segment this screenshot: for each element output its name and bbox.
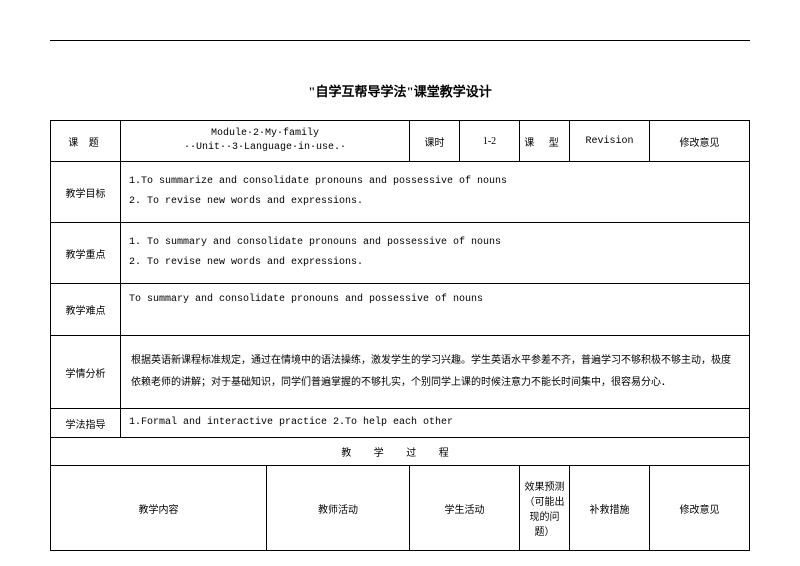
difficulty-content: To summary and consolidate pronouns and …: [121, 284, 750, 336]
keypoints-content: 1. To summary and consolidate pronouns a…: [121, 223, 750, 284]
col-teacher: 教师活动: [266, 466, 409, 551]
label-difficulty: 教学难点: [51, 284, 121, 336]
goals-line1: 1.To summarize and consolidate pronouns …: [129, 176, 507, 187]
row-goals: 教学目标 1.To summarize and consolidate pron…: [51, 162, 750, 223]
type-value: Revision: [570, 121, 650, 162]
course-title-cell: Module·2·My·family ··Unit··3·Language·in…: [121, 121, 410, 162]
row-columns: 教学内容 教师活动 学生活动 效果预测（可能出现的问题） 补救措施 修改意见: [51, 466, 750, 551]
label-keypoints: 教学重点: [51, 223, 121, 284]
label-revision: 修改意见: [650, 121, 750, 162]
page-title: "自学互帮导学法"课堂教学设计: [50, 81, 750, 100]
col-student: 学生活动: [410, 466, 520, 551]
header-divider: [50, 40, 750, 41]
goals-line2: 2. To revise new words and expressions.: [129, 196, 363, 207]
keypoints-line2: 2. To revise new words and expressions.: [129, 257, 363, 268]
keypoints-line1: 1. To summary and consolidate pronouns a…: [129, 237, 501, 248]
col-remedy: 补救措施: [570, 466, 650, 551]
label-method: 学法指导: [51, 409, 121, 438]
label-period: 课时: [410, 121, 460, 162]
label-goals: 教学目标: [51, 162, 121, 223]
row-keypoints: 教学重点 1. To summary and consolidate prono…: [51, 223, 750, 284]
goals-content: 1.To summarize and consolidate pronouns …: [121, 162, 750, 223]
row-analysis: 学情分析 根据英语新课程标准规定，通过在情境中的语法操练，激发学生的学习兴趣。学…: [51, 336, 750, 409]
label-analysis: 学情分析: [51, 336, 121, 409]
analysis-content: 根据英语新课程标准规定，通过在情境中的语法操练，激发学生的学习兴趣。学生英语水平…: [121, 336, 750, 409]
col-effect: 效果预测（可能出现的问题）: [520, 466, 570, 551]
method-content: 1.Formal and interactive practice 2.To h…: [121, 409, 750, 438]
row-topic: 课 题 Module·2·My·family ··Unit··3·Languag…: [51, 121, 750, 162]
course-line2: ··Unit··3·Language·in·use.·: [184, 142, 346, 153]
row-difficulty: 教学难点 To summary and consolidate pronouns…: [51, 284, 750, 336]
row-method: 学法指导 1.Formal and interactive practice 2…: [51, 409, 750, 438]
lesson-plan-table: 课 题 Module·2·My·family ··Unit··3·Languag…: [50, 120, 750, 551]
process-header: 教 学 过 程: [51, 438, 750, 466]
course-line1: Module·2·My·family: [211, 128, 319, 139]
period-value: 1-2: [460, 121, 520, 162]
col-revision: 修改意见: [650, 466, 750, 551]
row-process-header: 教 学 过 程: [51, 438, 750, 466]
label-type: 课 型: [520, 121, 570, 162]
col-content: 教学内容: [51, 466, 267, 551]
label-topic: 课 题: [51, 121, 121, 162]
